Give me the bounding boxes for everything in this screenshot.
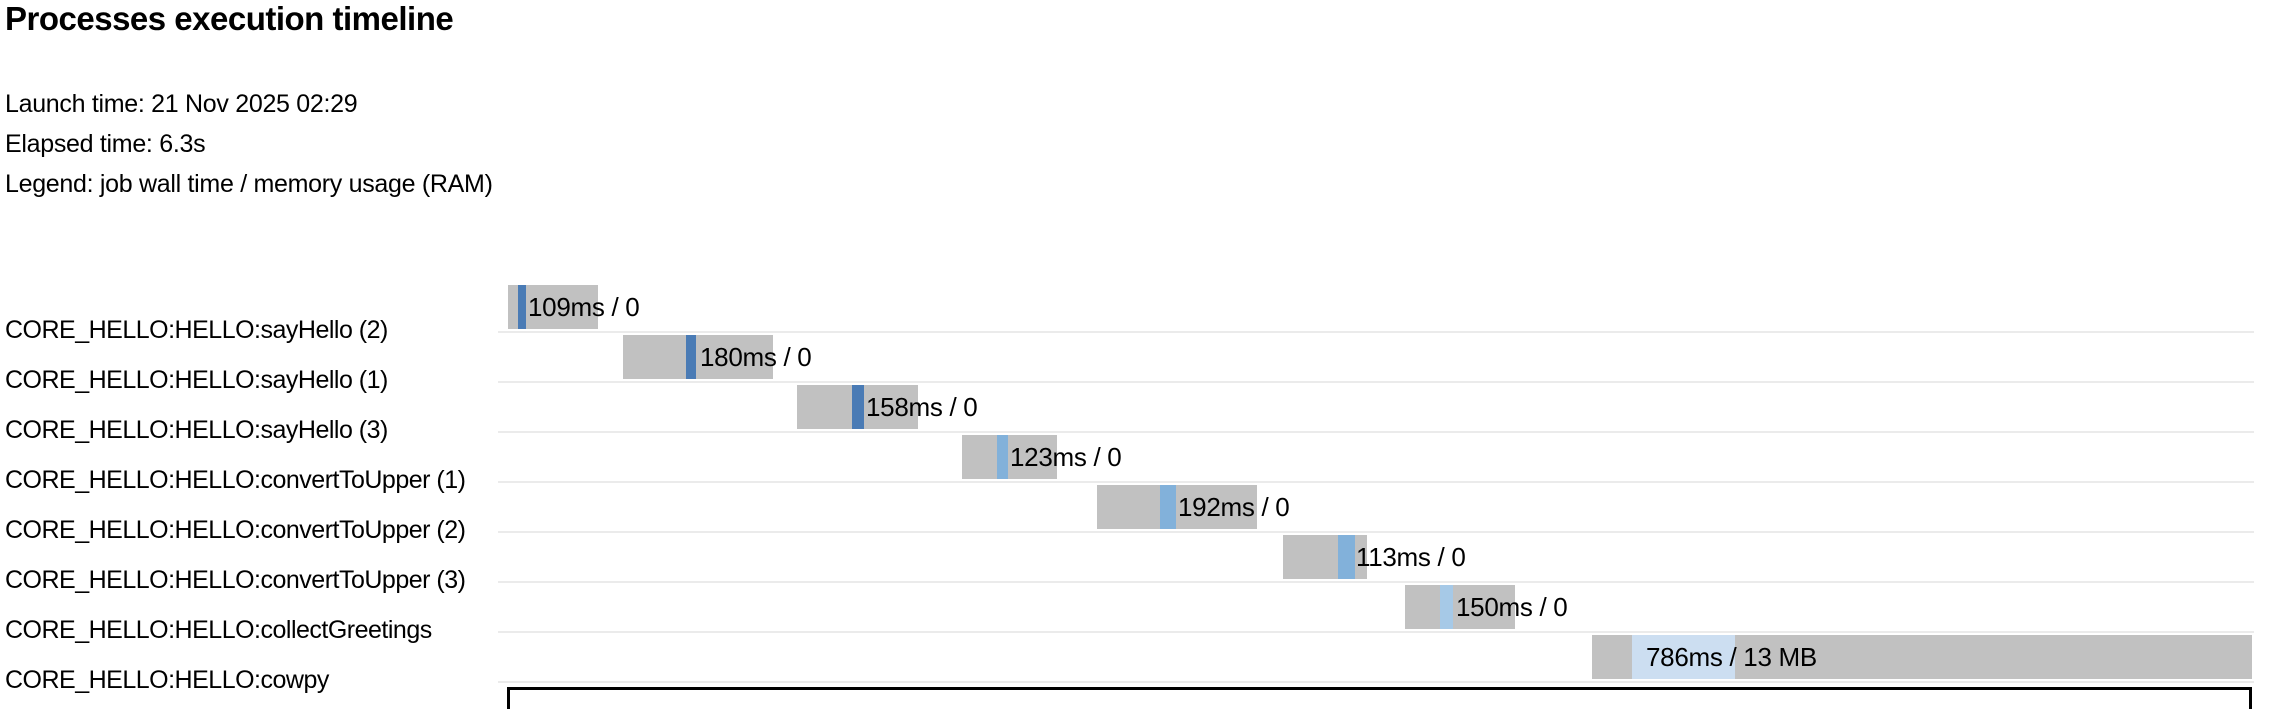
process-label: CORE_HELLO:HELLO:sayHello (3) xyxy=(5,416,388,444)
task-stats-label: 113ms / 0 xyxy=(1356,542,1466,572)
process-label: CORE_HELLO:HELLO:cowpy xyxy=(5,666,329,694)
row-separator xyxy=(498,331,2254,333)
legend-text: Legend: job wall time / memory usage (RA… xyxy=(5,170,493,198)
process-label: CORE_HELLO:HELLO:convertToUpper (1) xyxy=(5,466,466,494)
process-label: CORE_HELLO:HELLO:sayHello (1) xyxy=(5,366,388,394)
task-bar xyxy=(1405,585,1515,629)
task-bar xyxy=(962,435,1057,479)
page-title: Processes execution timeline xyxy=(5,0,454,37)
task-runtime-segment xyxy=(518,285,526,329)
task-stats-label: 192ms / 0 xyxy=(1178,492,1290,522)
task-stats-label: 158ms / 0 xyxy=(866,392,978,422)
report-meta: Launch time: 21 Nov 2025 02:29 Elapsed t… xyxy=(5,84,493,204)
task-stats-label: 123ms / 0 xyxy=(1010,442,1122,472)
task-runtime-segment xyxy=(852,385,864,429)
row-separator xyxy=(498,431,2254,433)
launch-time-text: Launch time: 21 Nov 2025 02:29 xyxy=(5,90,358,118)
axis-frame xyxy=(507,687,2252,709)
task-bar xyxy=(1097,485,1257,529)
process-label: CORE_HELLO:HELLO:collectGreetings xyxy=(5,616,432,644)
task-runtime-segment xyxy=(1440,585,1453,629)
task-runtime-segment xyxy=(1160,485,1176,529)
task-runtime-segment xyxy=(686,335,696,379)
process-label: CORE_HELLO:HELLO:convertToUpper (2) xyxy=(5,516,466,544)
task-bar xyxy=(623,335,773,379)
task-runtime-segment xyxy=(1338,535,1355,579)
row-separator xyxy=(498,681,2254,683)
task-stats-label: 786ms / 13 MB xyxy=(1646,642,1817,672)
elapsed-time-text: Elapsed time: 6.3s xyxy=(5,130,206,158)
task-stats-label: 150ms / 0 xyxy=(1456,592,1568,622)
task-runtime-segment xyxy=(997,435,1008,479)
row-separator xyxy=(498,581,2254,583)
task-stats-label: 109ms / 0 xyxy=(528,292,640,322)
row-separator xyxy=(498,381,2254,383)
task-stats-label: 180ms / 0 xyxy=(700,342,812,372)
process-label: CORE_HELLO:HELLO:sayHello (2) xyxy=(5,316,388,344)
row-separator xyxy=(498,481,2254,483)
process-label: CORE_HELLO:HELLO:convertToUpper (3) xyxy=(5,566,466,594)
row-separator xyxy=(498,631,2254,633)
task-runtime-segment xyxy=(1632,635,1735,679)
row-separator xyxy=(498,531,2254,533)
